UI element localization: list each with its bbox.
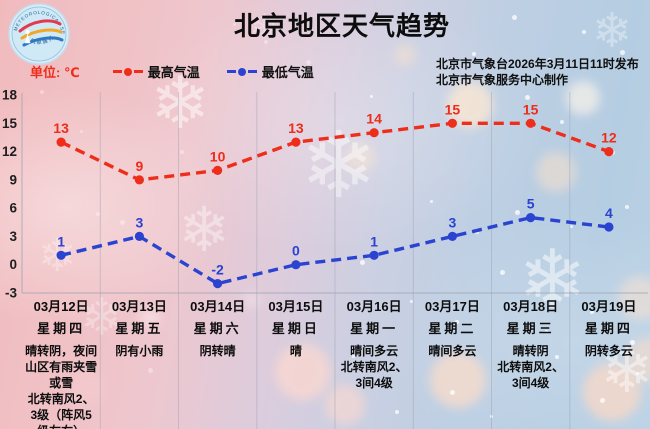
svg-text:18: 18 (2, 88, 18, 103)
max-temp-line-marker-icon (112, 67, 144, 76)
day-date: 03月14日 (190, 299, 246, 314)
svg-text:9: 9 (136, 158, 144, 174)
chart-legend: 单位: ℃ 最高气温 最低气温 (30, 62, 340, 81)
day-weather: 晴转阴，夜间山区有雨夹雪或雪 (25, 344, 98, 390)
svg-text:12: 12 (2, 144, 17, 159)
day-column: 03月13日 星期五阴有小雨 (100, 299, 178, 429)
day-date: 03月13日 (111, 299, 167, 314)
legend-item-min-temp: 最低气温 (226, 62, 314, 81)
day-column: 03月14日 星期六阴转晴 (179, 299, 257, 429)
svg-text:14: 14 (366, 111, 382, 127)
day-weekday: 星期五 (115, 321, 164, 336)
day-column: 03月17日 星期二晴间多云 (413, 299, 491, 429)
legend-item-max-temp: 最高气温 (112, 62, 200, 81)
day-weather: 晴间多云 (428, 344, 477, 358)
svg-text:0: 0 (292, 243, 300, 259)
day-date: 03月18日 (503, 299, 559, 314)
day-weekday: 星期三 (506, 321, 555, 336)
page-title: 北京地区天气趋势 (233, 11, 450, 41)
publish-info: 北京市气象台2026年3月11日11时发布 北京市气象服务中心制作 (436, 56, 639, 88)
day-date: 03月16日 (346, 299, 402, 314)
day-weather: 阴转多云 (584, 344, 633, 358)
svg-text:13: 13 (53, 120, 69, 136)
svg-text:5: 5 (527, 196, 535, 212)
day-wind: 北转南风2、3级（阵风5级左右） (27, 392, 95, 429)
day-weekday: 星期二 (428, 321, 477, 336)
svg-text:4: 4 (605, 205, 613, 221)
unit-label: 单位: ℃ (30, 65, 80, 80)
svg-text:0: 0 (9, 257, 17, 272)
svg-text:-3: -3 (5, 286, 17, 301)
day-weekday: 星期日 (271, 321, 320, 336)
day-weekday: 星期六 (193, 321, 242, 336)
day-column: 03月16日 星期一晴间多云北转南风2、3间4级 (335, 299, 413, 429)
day-wind: 北转南风2、3间4级 (497, 360, 564, 390)
day-weekday: 星期一 (350, 321, 399, 336)
day-date: 03月12日 (33, 299, 89, 314)
svg-text:3: 3 (449, 214, 457, 230)
svg-text:15: 15 (2, 116, 18, 131)
day-weather: 晴转阴 (512, 344, 549, 358)
day-weather: 阴有小雨 (115, 344, 164, 358)
day-column: 03月15日 星期日晴 (257, 299, 335, 429)
day-weather: 晴 (289, 344, 302, 358)
svg-text:3: 3 (9, 229, 17, 244)
day-wind: 北转南风2、3间4级 (340, 360, 408, 390)
svg-text:15: 15 (445, 101, 461, 117)
day-weekday: 星期四 (37, 321, 86, 336)
legend-label-min-temp: 最低气温 (261, 65, 314, 80)
day-date: 03月19日 (581, 299, 637, 314)
day-weather: 阴转晴 (199, 344, 236, 358)
svg-text:6: 6 (9, 201, 17, 216)
min-temp-line-marker-icon (226, 67, 258, 76)
svg-text:1: 1 (57, 233, 65, 249)
svg-text:-2: -2 (211, 262, 224, 278)
day-weekday: 星期四 (584, 321, 633, 336)
svg-text:12: 12 (601, 130, 617, 146)
svg-text:9: 9 (9, 172, 17, 187)
svg-text:13: 13 (288, 120, 304, 136)
day-date: 03月15日 (268, 299, 324, 314)
day-column: 03月18日 星期三晴转阴北转南风2、3间4级 (492, 299, 570, 429)
legend-label-max-temp: 最高气温 (147, 65, 200, 80)
svg-text:10: 10 (210, 148, 226, 164)
day-date: 03月17日 (424, 299, 480, 314)
publish-info-line1: 北京市气象台2026年3月11日11时发布 (436, 57, 639, 71)
day-weather: 晴间多云 (350, 344, 399, 358)
svg-text:15: 15 (523, 101, 539, 117)
svg-text:1: 1 (370, 233, 378, 249)
day-column: 03月19日 星期四阴转多云 (570, 299, 648, 429)
day-columns: 03月12日星期四晴转阴，夜间山区有雨夹雪或雪北转南风2、3级（阵风5级左右）0… (22, 299, 648, 429)
svg-text:3: 3 (136, 214, 144, 230)
meteorological-service-logo-icon: METEOROLOGICAL SERVICE 气象服务 (8, 3, 70, 65)
